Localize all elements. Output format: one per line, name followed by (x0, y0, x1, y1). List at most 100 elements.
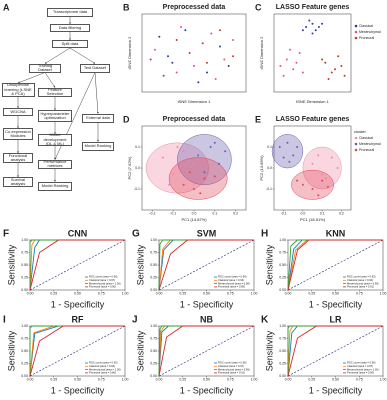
x-tick-label: 0.75 (356, 377, 363, 381)
y-tick-label: 0.50 (279, 263, 286, 267)
x-tick-label: 0.75 (98, 377, 105, 381)
chance-line (158, 239, 255, 291)
y-axis-label: tSNE Dimension 2 (259, 36, 264, 69)
data-point (301, 71, 304, 74)
y-tick-label: 0.00 (21, 374, 28, 378)
chance-line (287, 325, 384, 377)
data-point (286, 141, 289, 144)
x-axis-label: PC1 (14.87%) (181, 217, 207, 222)
legend-label: Proneural (area = 0.89) (218, 285, 245, 289)
x-tick-label: 0.00 (27, 291, 34, 295)
panel-letter: B (123, 2, 130, 12)
chart-title: CNN (68, 228, 88, 238)
x-tick-label: 0.75 (98, 291, 105, 295)
data-point (295, 61, 298, 64)
y-tick-label: 0.00 (21, 288, 28, 292)
data-point (333, 68, 336, 71)
y-tick-label: 0.75 (150, 250, 157, 254)
legend-label: Classical (area = 0.97) (347, 364, 373, 368)
data-point (197, 154, 200, 157)
legend-label: Proneural (area = 0.90) (89, 285, 116, 289)
legend-swatch (354, 136, 358, 140)
data-point (311, 162, 314, 165)
chance-line (29, 325, 126, 377)
x-tick-label: 0.1 (212, 211, 217, 215)
roc-curve (158, 325, 254, 377)
flow-arrow (94, 72, 99, 114)
x-axis-label: tSNE Dimension 1 (178, 99, 211, 104)
y-tick-label: 0.25 (21, 361, 28, 365)
legend-label: Proneural (area = 0.90) (347, 371, 374, 375)
flow-node: Survival analysis (3, 177, 33, 187)
data-point (209, 146, 212, 148)
legend-label: Classical (area = 0.97) (89, 278, 115, 282)
x-tick-label: 1.00 (380, 377, 387, 381)
y-tick-label: 0.75 (150, 336, 157, 340)
data-point (161, 156, 164, 159)
confidence-ellipse (271, 134, 304, 169)
legend-label: ROC curve (area = 0.96) (218, 361, 247, 365)
y-tick-label: 0.00 (150, 288, 157, 292)
y-tick-label: 0.00 (279, 374, 286, 378)
legend-label: Classical (area = 0.94) (89, 364, 115, 368)
data-point (203, 171, 206, 174)
data-point (172, 173, 175, 176)
data-point (340, 65, 343, 67)
flow-arrow (44, 72, 56, 88)
data-point (326, 185, 329, 188)
x-axis-label: 1 - Specificity (309, 385, 363, 395)
data-point (321, 58, 324, 61)
flow-node: Transcriptome data (47, 7, 93, 17)
x-tick-label: 0.75 (227, 291, 234, 295)
legend-label: ROC curve (area = 0.96) (89, 275, 118, 279)
flow-node: Model Ranking (82, 141, 114, 151)
data-point (223, 58, 226, 61)
roc-curve (287, 325, 383, 377)
data-point (175, 39, 178, 41)
data-point (282, 156, 285, 159)
data-point (321, 179, 324, 182)
x-axis-label: 1 - Specificity (309, 299, 363, 309)
legend-label: Proneural (area = 0.91) (218, 371, 245, 375)
legend-swatch (354, 148, 358, 152)
flow-node: Hyperparameter optimization (38, 110, 72, 122)
y-axis-label: PC2 (13.85%) (259, 155, 264, 181)
flow-node: Model Ranking (38, 181, 72, 191)
x-tick-label: 0.75 (227, 377, 234, 381)
chart-title: SVM (197, 228, 217, 238)
data-point (182, 150, 185, 153)
panel-letter: E (255, 114, 261, 124)
data-point (298, 52, 301, 54)
y-tick-label: 0.25 (21, 275, 28, 279)
x-tick-label: 1.00 (380, 291, 387, 295)
y-tick-label: 0.1 (267, 145, 272, 149)
data-point (188, 52, 191, 54)
y-tick-label: 0.25 (279, 361, 286, 365)
data-point (311, 32, 314, 35)
y-tick-label: 0.00 (279, 288, 286, 292)
plot-area (273, 13, 352, 93)
chart-title: KNN (326, 228, 346, 238)
panel-letter: H (261, 229, 268, 240)
x-axis-label: 1 - Specificity (51, 385, 105, 395)
data-point (154, 48, 156, 51)
legend-label: ROC curve (area = 0.93) (347, 275, 376, 279)
y-tick-label: 0.50 (150, 263, 157, 267)
roc-curve (287, 239, 383, 291)
data-point (217, 162, 220, 165)
flow-node: Split data (52, 40, 88, 48)
data-point (311, 22, 314, 25)
x-tick-label: 0.25 (308, 291, 315, 295)
y-tick-label: 1.00 (279, 238, 286, 242)
x-tick-label: 0.50 (74, 291, 81, 295)
y-axis-label: Sensitivity (264, 330, 274, 371)
x-tick-label: 0.50 (203, 291, 210, 295)
panel-letter: C (255, 2, 262, 12)
confidence-ellipse (168, 157, 228, 200)
y-tick-label: 1.00 (21, 238, 28, 242)
x-tick-label: 0.50 (74, 377, 81, 381)
panel-letter: G (132, 229, 140, 240)
data-point (197, 81, 200, 84)
panel-letter: A (3, 2, 10, 12)
